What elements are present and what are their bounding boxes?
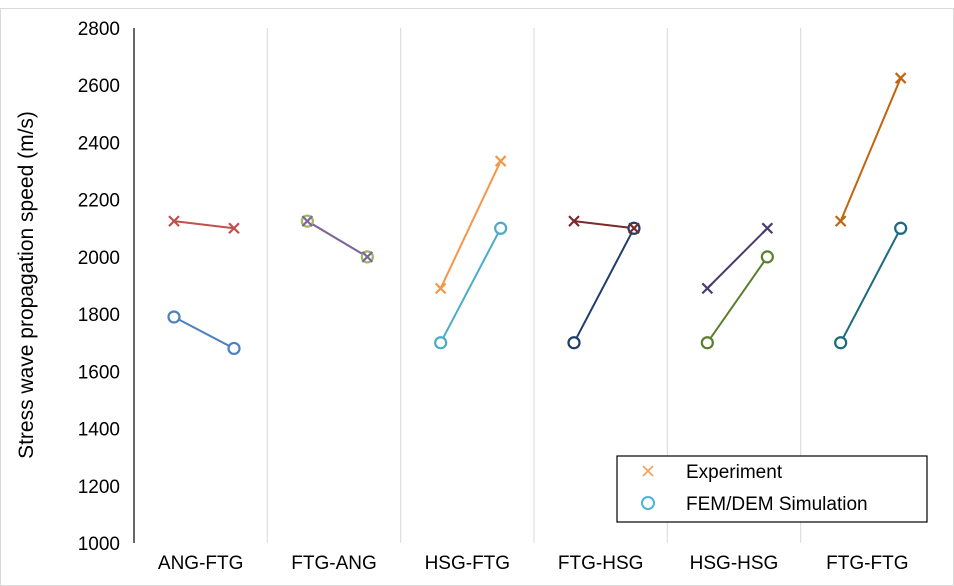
y-tick-label: 2600 [78, 76, 120, 97]
y-tick-label: 2000 [78, 248, 120, 269]
experiment-marker [168, 215, 180, 227]
legend-experiment-label: Experiment [686, 462, 783, 483]
series-layer [167, 72, 908, 356]
x-tick-label: FTG-FTG [826, 553, 908, 574]
experiment-marker [361, 251, 374, 263]
experiment-marker-stroke [361, 251, 374, 263]
experiment-marker [228, 222, 240, 235]
simulation-line [839, 227, 902, 344]
x-tick-label: ANG-FTG [158, 553, 244, 574]
y-tick-label: 1400 [78, 420, 120, 441]
experiment-marker [834, 215, 847, 227]
legend-experiment-marker-icon [642, 465, 654, 477]
experiment-marker-stroke [894, 72, 907, 84]
y-tick-label: 2800 [78, 19, 120, 40]
simulation-line [173, 316, 235, 350]
simulation-marker [567, 336, 581, 350]
experiment-line [173, 220, 235, 230]
x-tick-label: FTG-HSG [558, 553, 644, 574]
simulation-marker [227, 341, 241, 356]
legend: Experiment FEM/DEM Simulation [616, 455, 928, 523]
experiment-marker [701, 282, 714, 295]
x-tick-label: FTG-ANG [291, 553, 377, 574]
experiment-marker-stroke [761, 222, 774, 235]
simulation-line [439, 227, 502, 344]
experiment-marker [494, 155, 507, 167]
simulation-marker [834, 336, 848, 350]
experiment-line [306, 220, 368, 258]
simulation-line [573, 227, 635, 344]
experiment-marker-stroke [628, 222, 640, 235]
x-tick-labels: ANG-FTG FTG-ANG HSG-FTG FTG-HSG HSG-HSG FTG-F… [158, 553, 909, 574]
y-tick-label: 1800 [78, 305, 120, 326]
simulation-line [706, 256, 769, 344]
x-tick-label: HSG-FTG [425, 553, 511, 574]
experiment-marker-stroke [568, 215, 580, 227]
experiment-marker [628, 222, 640, 235]
experiment-marker-stroke [494, 155, 507, 167]
experiment-marker [761, 222, 774, 235]
experiment-marker [301, 215, 314, 227]
experiment-marker [568, 215, 580, 227]
simulation-marker [494, 221, 508, 235]
x-tick-label: HSG-HSG [690, 553, 779, 574]
experiment-marker-stroke [301, 215, 314, 227]
experiment-marker [434, 282, 447, 295]
experiment-marker-stroke [228, 222, 240, 235]
experiment-line [706, 227, 769, 290]
y-axis-title: Stress wave propagation speed (m/s) [15, 111, 38, 459]
experiment-line [839, 77, 902, 222]
y-tick-label: 2400 [78, 133, 120, 154]
legend-simulation-label: FEM/DEM Simulation [686, 494, 868, 515]
legend-simulation-marker-icon [641, 496, 655, 510]
y-tick-label: 1000 [78, 534, 120, 555]
experiment-marker [894, 72, 907, 84]
y-tick-labels: 1000 1200 1400 1600 1800 2000 2200 2400 2600 2800 [78, 19, 120, 555]
y-tick-label: 1600 [78, 362, 120, 383]
experiment-marker-stroke [834, 215, 847, 227]
simulation-marker [434, 336, 448, 350]
y-tick-label: 1200 [78, 477, 120, 498]
experiment-marker-stroke [434, 282, 447, 295]
experiment-marker-stroke [168, 215, 180, 227]
simulation-marker [894, 221, 908, 235]
experiment-line [439, 160, 502, 289]
experiment-line [573, 220, 635, 230]
legend-box [616, 455, 928, 523]
simulation-marker [760, 250, 774, 264]
simulation-marker [167, 310, 181, 324]
simulation-marker [700, 336, 714, 350]
experiment-marker-stroke [701, 282, 714, 295]
y-tick-label: 2200 [78, 191, 120, 212]
